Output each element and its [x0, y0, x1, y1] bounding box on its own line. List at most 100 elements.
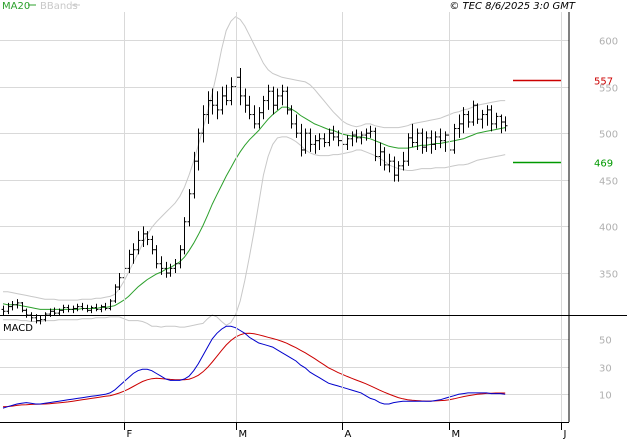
ohlc-bar	[6, 302, 11, 315]
ohlc-bar	[503, 116, 508, 132]
macd-tick-label: 30	[599, 364, 612, 375]
ohlc-bar	[108, 299, 113, 311]
ohlc-bar	[168, 263, 173, 277]
ohlc-bar	[392, 156, 397, 182]
ohlc-bar	[113, 284, 118, 303]
ohlc-bar	[38, 315, 43, 325]
macd-tick-label: 10	[599, 391, 612, 402]
ohlc-bar	[359, 131, 364, 145]
ohlc-bar	[61, 304, 66, 314]
ohlc-bar	[229, 77, 234, 106]
price-tick-label: 500	[599, 130, 618, 141]
ohlc-bar	[52, 307, 57, 315]
ohlc-bar	[429, 130, 434, 154]
ohlc-bar	[94, 303, 99, 312]
ohlc-bar	[280, 84, 285, 106]
ohlc-bar	[80, 302, 85, 311]
month-label: M	[452, 429, 461, 440]
price-tick-label: 550	[599, 84, 618, 95]
ohlc-bar	[196, 128, 201, 171]
ohlc-bar	[285, 86, 290, 115]
ohlc-bar	[327, 128, 332, 147]
ohlc-bar	[401, 151, 406, 171]
ohlc-bar	[29, 312, 34, 322]
ohlc-bar	[275, 88, 280, 110]
ohlc-bar	[215, 91, 220, 120]
ohlc-bar	[10, 301, 15, 311]
ohlc-bar	[480, 109, 485, 129]
ohlc-bar	[336, 130, 341, 147]
ohlc-bar	[322, 133, 327, 148]
ohlc-bar	[331, 125, 336, 141]
ohlc-bar	[266, 84, 271, 110]
price-tick-label: 400	[599, 223, 618, 234]
ohlc-bar	[308, 128, 313, 152]
ohlc-bar	[406, 133, 411, 166]
ohlc-bar	[247, 95, 252, 120]
ohlc-bar	[99, 304, 104, 313]
ohlc-bar	[154, 245, 159, 269]
ohlc-bar	[159, 256, 164, 275]
price-tick-label: 600	[599, 37, 618, 48]
ohlc-bar	[201, 105, 206, 143]
ohlc-bar	[303, 128, 308, 154]
ohlc-bar	[252, 105, 257, 129]
month-label: M	[239, 429, 248, 440]
ohlc-bar	[210, 88, 215, 115]
ohlc-bar	[294, 114, 299, 138]
month-label: F	[127, 429, 133, 440]
ohlc-bar	[220, 86, 225, 115]
level-label: 557	[594, 77, 613, 88]
ohlc-bar	[317, 133, 322, 150]
ohlc-bar	[85, 304, 90, 313]
ohlc-bar	[475, 103, 480, 124]
price-grid	[0, 40, 569, 274]
macd-axis: 10 30 50	[599, 336, 612, 402]
ohlc-bar	[443, 131, 448, 152]
ohlc-bar	[141, 226, 146, 247]
ohlc-bar	[387, 153, 392, 173]
price-axis: 350 400 450 500 550 600	[599, 37, 618, 281]
ohlc-bar	[461, 107, 466, 134]
ohlc-bar	[289, 105, 294, 129]
ohlc-bar	[206, 91, 211, 124]
ohlc-bar	[20, 301, 25, 313]
legend-ma20-label: MA20	[2, 1, 30, 12]
ohlc-bar	[178, 245, 183, 269]
ohlc-bar	[299, 123, 304, 157]
month-label: A	[345, 429, 352, 440]
ohlc-bar	[243, 88, 248, 113]
ohlc-bar	[485, 105, 490, 126]
ohlc-bar	[71, 305, 76, 314]
ohlc-bar	[396, 161, 401, 182]
macd-tick-label: 50	[599, 336, 612, 347]
legend-bbands-label: BBands	[40, 1, 78, 12]
macd-line	[2, 325, 506, 409]
ohlc-bar	[127, 249, 132, 274]
ohlc-bar	[373, 127, 378, 162]
price-tick-label: 350	[599, 270, 618, 281]
ohlc-bar	[313, 135, 318, 154]
ohlc-bar	[364, 128, 369, 141]
ohlc-bar	[15, 299, 20, 309]
ohlc-bar	[452, 123, 457, 154]
copyright-text: © TEC 8/6/2025 3:0 GMT	[449, 1, 576, 12]
month-label: J	[563, 429, 567, 440]
ohlc-bar	[43, 312, 48, 322]
ohlc-bar	[103, 302, 108, 311]
macd-signal-line	[2, 332, 506, 408]
macd-grid	[0, 339, 569, 395]
bbands-lower-line	[3, 136, 506, 328]
ohlc-bar	[89, 305, 94, 314]
level-label: 469	[594, 159, 613, 170]
ohlc-bar	[1, 305, 6, 315]
ohlc-bar	[150, 235, 155, 255]
ohlc-bar	[117, 273, 122, 290]
ohlc-bar	[345, 135, 350, 150]
ohlc-bar	[489, 105, 494, 132]
ohlc-bar	[145, 231, 150, 246]
ohlc-bar	[75, 303, 80, 312]
ohlc-bar	[433, 131, 438, 150]
ohlc-bar	[164, 261, 169, 278]
